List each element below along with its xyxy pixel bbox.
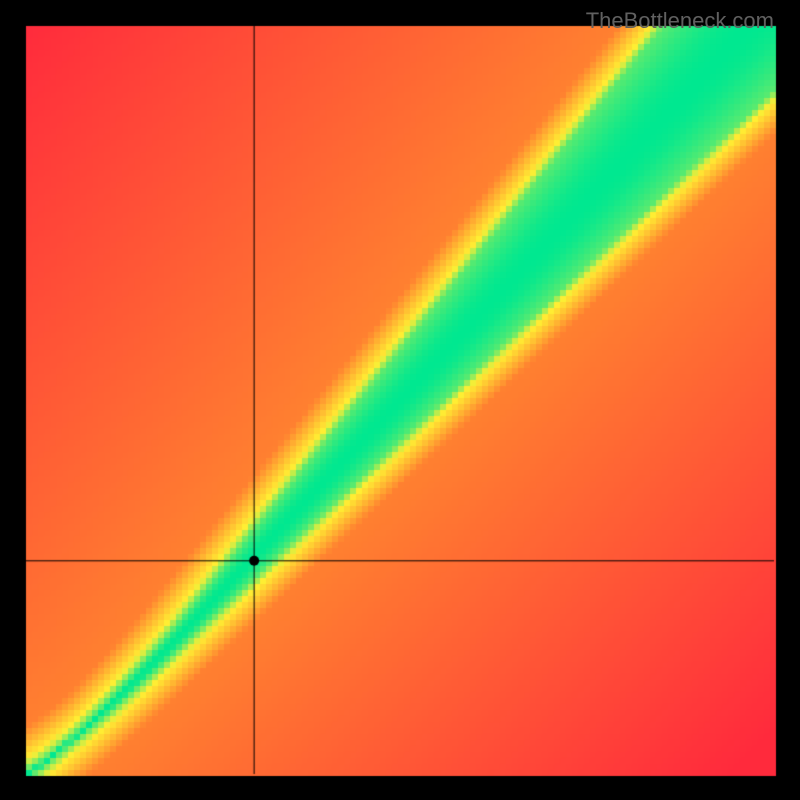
watermark-text: TheBottleneck.com: [586, 8, 774, 34]
bottleneck-heatmap: [0, 0, 800, 800]
chart-container: TheBottleneck.com: [0, 0, 800, 800]
